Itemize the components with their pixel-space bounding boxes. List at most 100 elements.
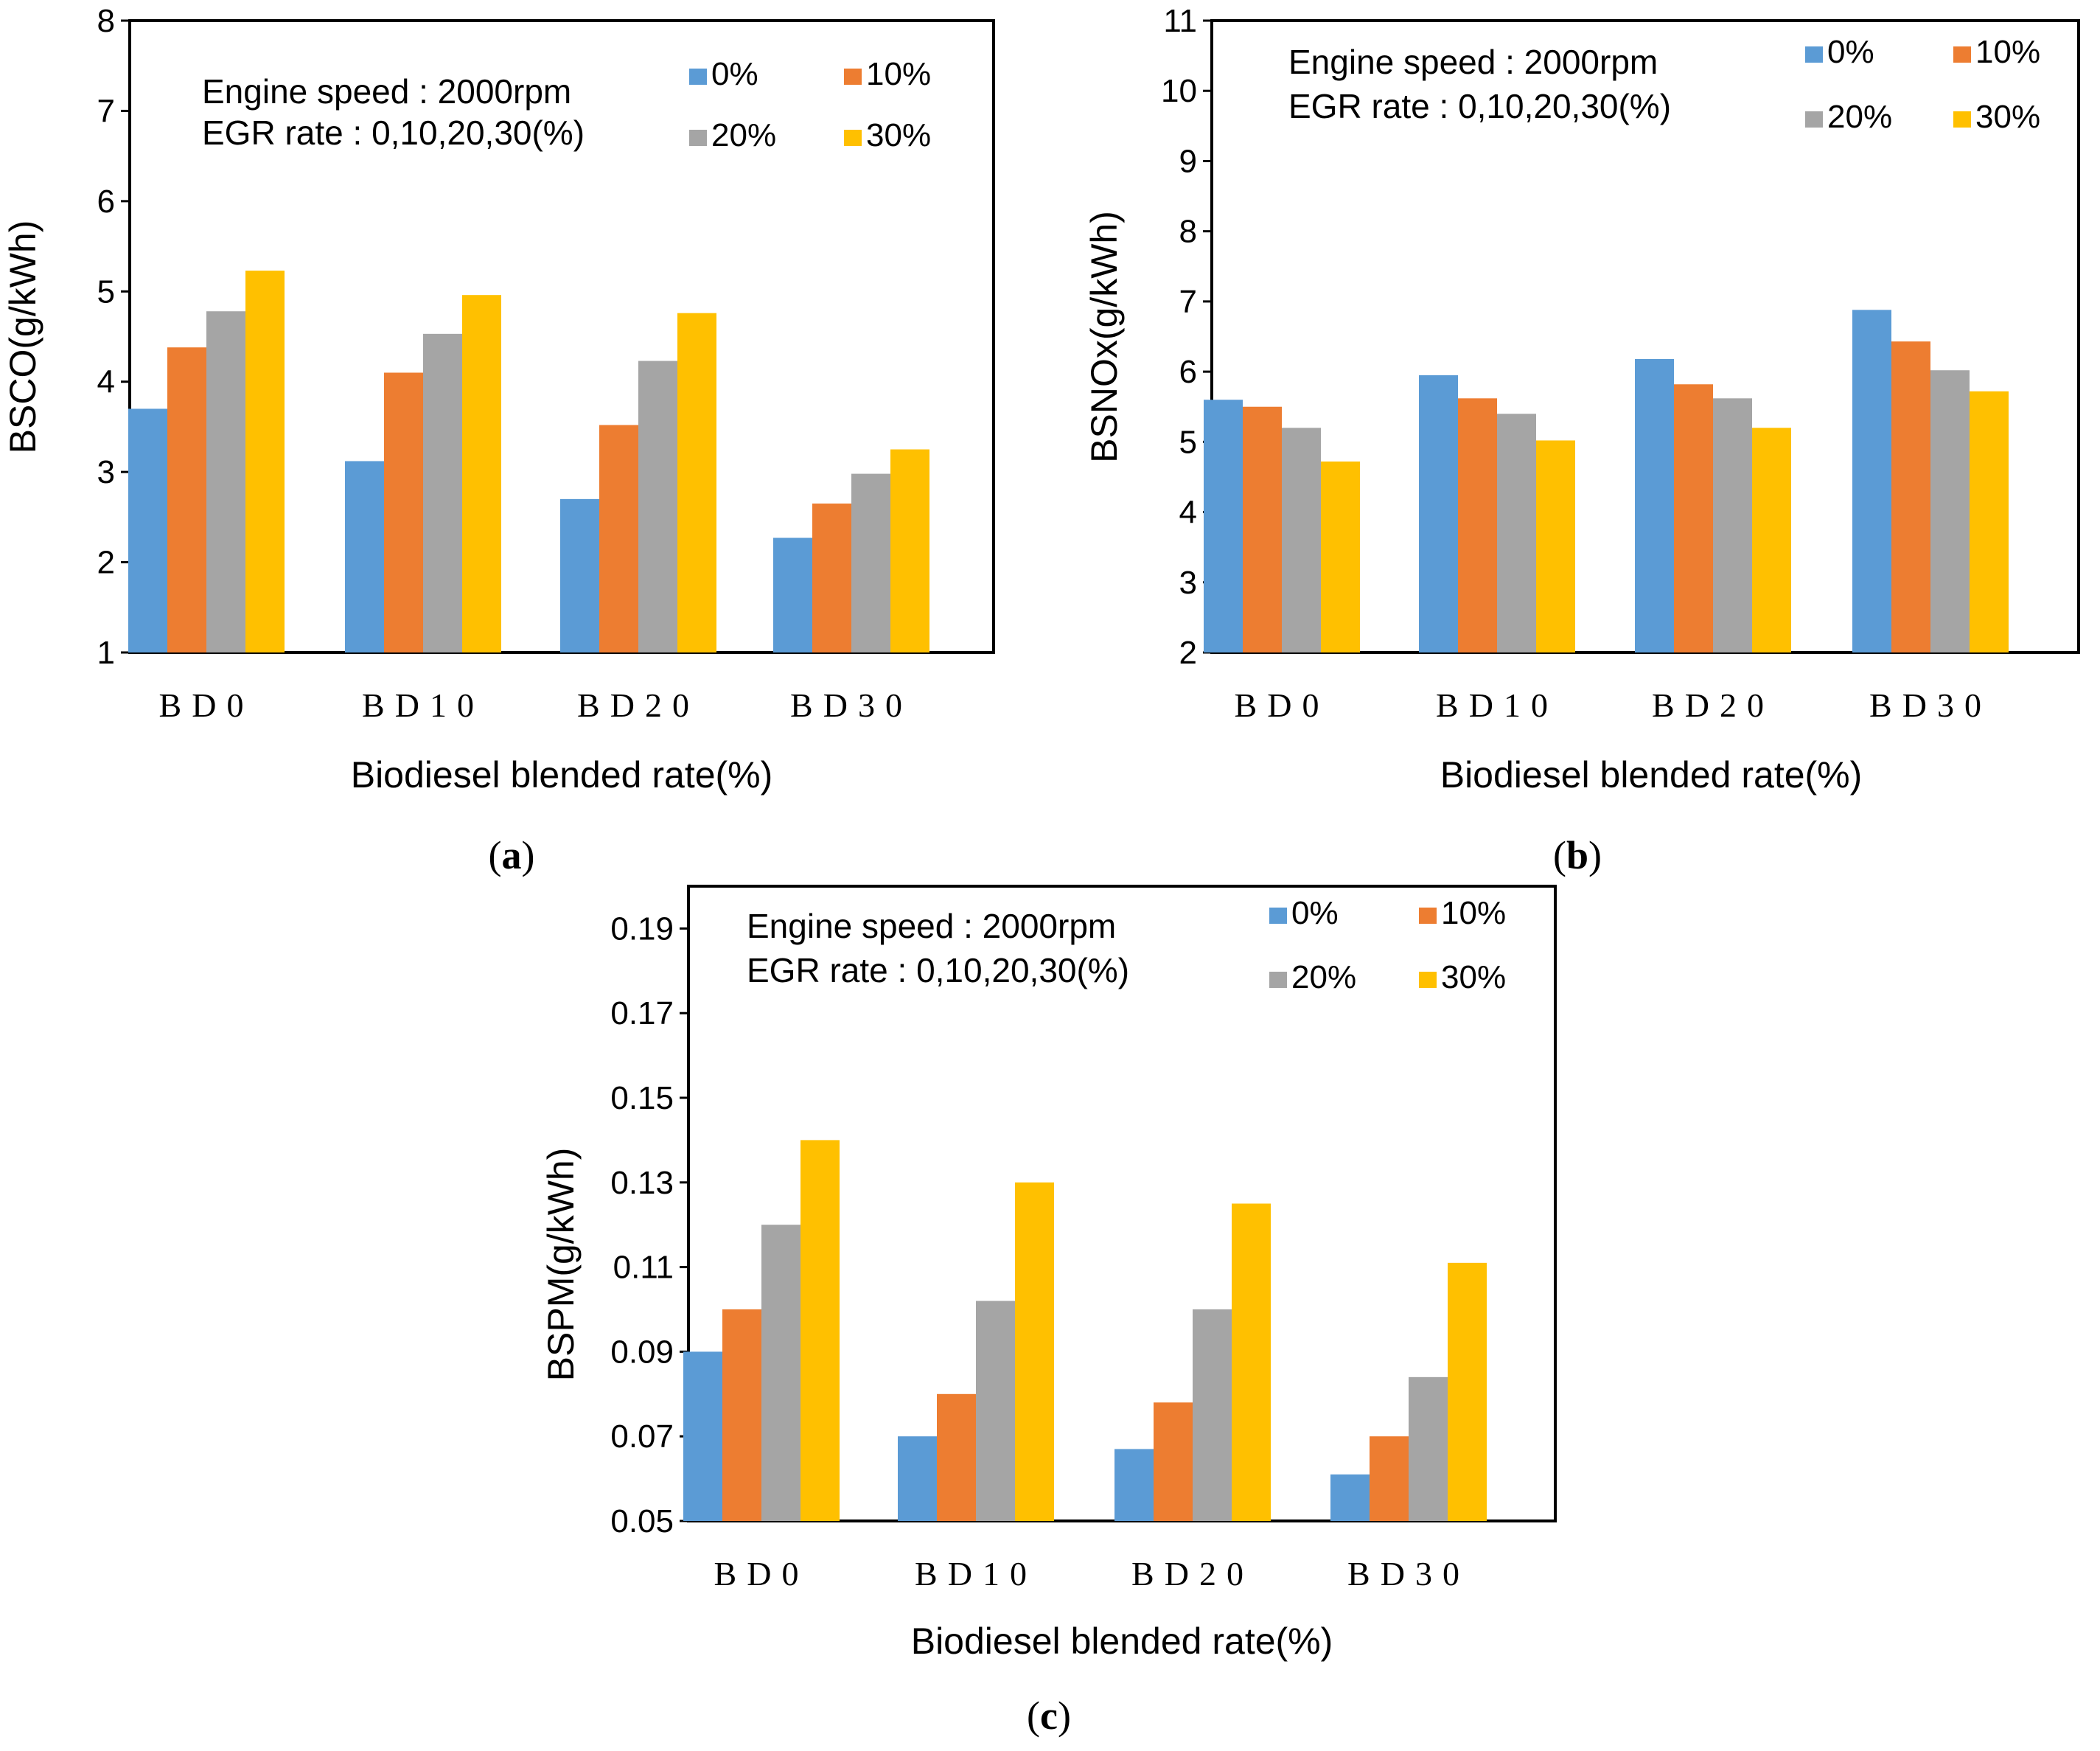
y-tick-label: 0.09 xyxy=(610,1334,674,1370)
bar-bd0-20pct xyxy=(1282,428,1321,652)
bar-bd30-10pct xyxy=(812,503,851,652)
panel-label: (a) xyxy=(489,833,535,877)
panel-label: (c) xyxy=(1027,1693,1071,1738)
annotation-text: Engine speed : 2000rpm xyxy=(747,907,1116,945)
bar-bd10-30pct xyxy=(462,295,501,652)
bar-bd30-10pct xyxy=(1370,1436,1409,1521)
bar-bd0-0pct xyxy=(128,408,167,652)
category-label: BD10 xyxy=(1436,686,1558,724)
bar-bd10-30pct xyxy=(1536,440,1575,652)
y-tick-label: 1 xyxy=(97,635,115,671)
chart-panel-0: 1 2 3 4 5 6 7 8 BD0 BD10 BD20 BD30 Engine speed : 20… xyxy=(2,3,995,877)
legend-swatch xyxy=(1269,972,1287,988)
category-label: BD30 xyxy=(790,686,913,724)
panel-label: (b) xyxy=(1553,833,1602,877)
category-label: BD0 xyxy=(159,686,254,724)
legend-label: 30% xyxy=(1441,959,1506,995)
bar-bd0-20pct xyxy=(761,1225,800,1521)
category-label: BD10 xyxy=(915,1555,1037,1592)
bar-bd10-20pct xyxy=(976,1301,1015,1521)
legend-label: 0% xyxy=(711,56,758,92)
annotation-text: EGR rate : 0,10,20,30(%) xyxy=(202,114,585,152)
bar-bd10-10pct xyxy=(384,372,423,652)
bar-bd30-0pct xyxy=(1852,310,1891,652)
bar-bd20-20pct xyxy=(1713,398,1752,652)
y-tick-label: 6 xyxy=(1179,354,1197,390)
y-tick-label: 0.19 xyxy=(610,911,674,947)
bar-bd10-10pct xyxy=(1458,398,1497,652)
annotation-text: EGR rate : 0,10,20,30(%) xyxy=(1288,87,1671,125)
y-tick-label: 8 xyxy=(1179,214,1197,250)
legend-label: 0% xyxy=(1291,895,1339,931)
bar-bd10-0pct xyxy=(1419,375,1458,652)
legend-label: 0% xyxy=(1827,34,1874,70)
bar-bd20-10pct xyxy=(599,425,638,652)
category-label: BD20 xyxy=(577,686,700,724)
bar-bd30-10pct xyxy=(1891,341,1930,652)
legend-label: 20% xyxy=(1291,959,1356,995)
bar-bd0-30pct xyxy=(245,271,285,652)
bar-bd0-30pct xyxy=(1321,461,1360,652)
legend-swatch xyxy=(689,130,707,146)
y-tick-label: 3 xyxy=(97,454,115,490)
bar-bd20-20pct xyxy=(638,361,677,652)
y-tick-label: 2 xyxy=(97,545,115,581)
y-tick-label: 11 xyxy=(1163,3,1197,39)
legend-swatch xyxy=(844,69,862,85)
bar-bd20-20pct xyxy=(1193,1309,1232,1521)
bar-bd30-30pct xyxy=(890,449,929,652)
bar-bd20-0pct xyxy=(560,498,599,652)
bar-bd20-30pct xyxy=(1752,428,1791,652)
bar-bd10-10pct xyxy=(937,1393,976,1521)
legend-swatch xyxy=(689,69,707,85)
x-axis-title: Biodiesel blended rate(%) xyxy=(1440,754,1863,796)
y-tick-label: 7 xyxy=(97,93,115,129)
y-tick-label: 9 xyxy=(1179,143,1197,179)
bar-bd0-20pct xyxy=(206,311,245,652)
annotation-text: Engine speed : 2000rpm xyxy=(202,72,571,111)
legend-swatch xyxy=(1953,46,1971,63)
legend-swatch xyxy=(844,130,862,146)
bar-bd10-0pct xyxy=(345,461,384,652)
y-tick-label: 4 xyxy=(1179,495,1197,531)
category-label: BD30 xyxy=(1347,1555,1470,1592)
legend-label: 30% xyxy=(866,117,931,153)
bar-bd30-30pct xyxy=(1970,391,2009,652)
legend-label: 10% xyxy=(866,56,931,92)
y-axis-title: BSCO(g/kWh) xyxy=(2,220,43,454)
bar-bd10-0pct xyxy=(898,1436,937,1521)
y-tick-label: 3 xyxy=(1179,565,1197,601)
y-tick-label: 5 xyxy=(97,274,115,310)
category-label: BD10 xyxy=(362,686,484,724)
bar-bd20-0pct xyxy=(1635,358,1674,652)
x-axis-title: Biodiesel blended rate(%) xyxy=(911,1621,1333,1662)
legend-label: 30% xyxy=(1975,99,2040,135)
category-label: BD0 xyxy=(714,1555,809,1592)
bar-bd30-30pct xyxy=(1448,1262,1487,1521)
bar-bd20-30pct xyxy=(677,313,716,652)
legend-swatch xyxy=(1805,111,1823,128)
y-tick-label: 0.13 xyxy=(610,1165,674,1201)
bar-bd0-0pct xyxy=(683,1351,722,1521)
legend-swatch xyxy=(1419,908,1437,924)
y-tick-label: 8 xyxy=(97,3,115,39)
category-label: BD30 xyxy=(1869,686,1992,724)
y-tick-label: 0.05 xyxy=(610,1503,674,1539)
y-tick-label: 0.07 xyxy=(610,1418,674,1455)
legend-label: 10% xyxy=(1975,34,2040,70)
y-tick-label: 7 xyxy=(1179,284,1197,320)
legend-label: 10% xyxy=(1441,895,1506,931)
bar-bd10-30pct xyxy=(1015,1182,1054,1521)
category-label: BD20 xyxy=(1652,686,1774,724)
annotation-text: EGR rate : 0,10,20,30(%) xyxy=(747,951,1129,989)
bar-bd20-0pct xyxy=(1114,1449,1154,1521)
bar-bd10-20pct xyxy=(423,333,462,652)
bar-bd30-0pct xyxy=(1330,1474,1370,1521)
y-tick-label: 4 xyxy=(97,364,115,400)
chart-panel-2: 0.05 0.07 0.09 0.11 0.13 0.15 0.17 0.19 BD0 BD10 B… xyxy=(540,885,1557,1738)
y-tick-label: 6 xyxy=(97,184,115,220)
bar-bd0-10pct xyxy=(722,1309,761,1521)
legend-swatch xyxy=(1419,972,1437,988)
y-tick-label: 0.17 xyxy=(610,995,674,1031)
